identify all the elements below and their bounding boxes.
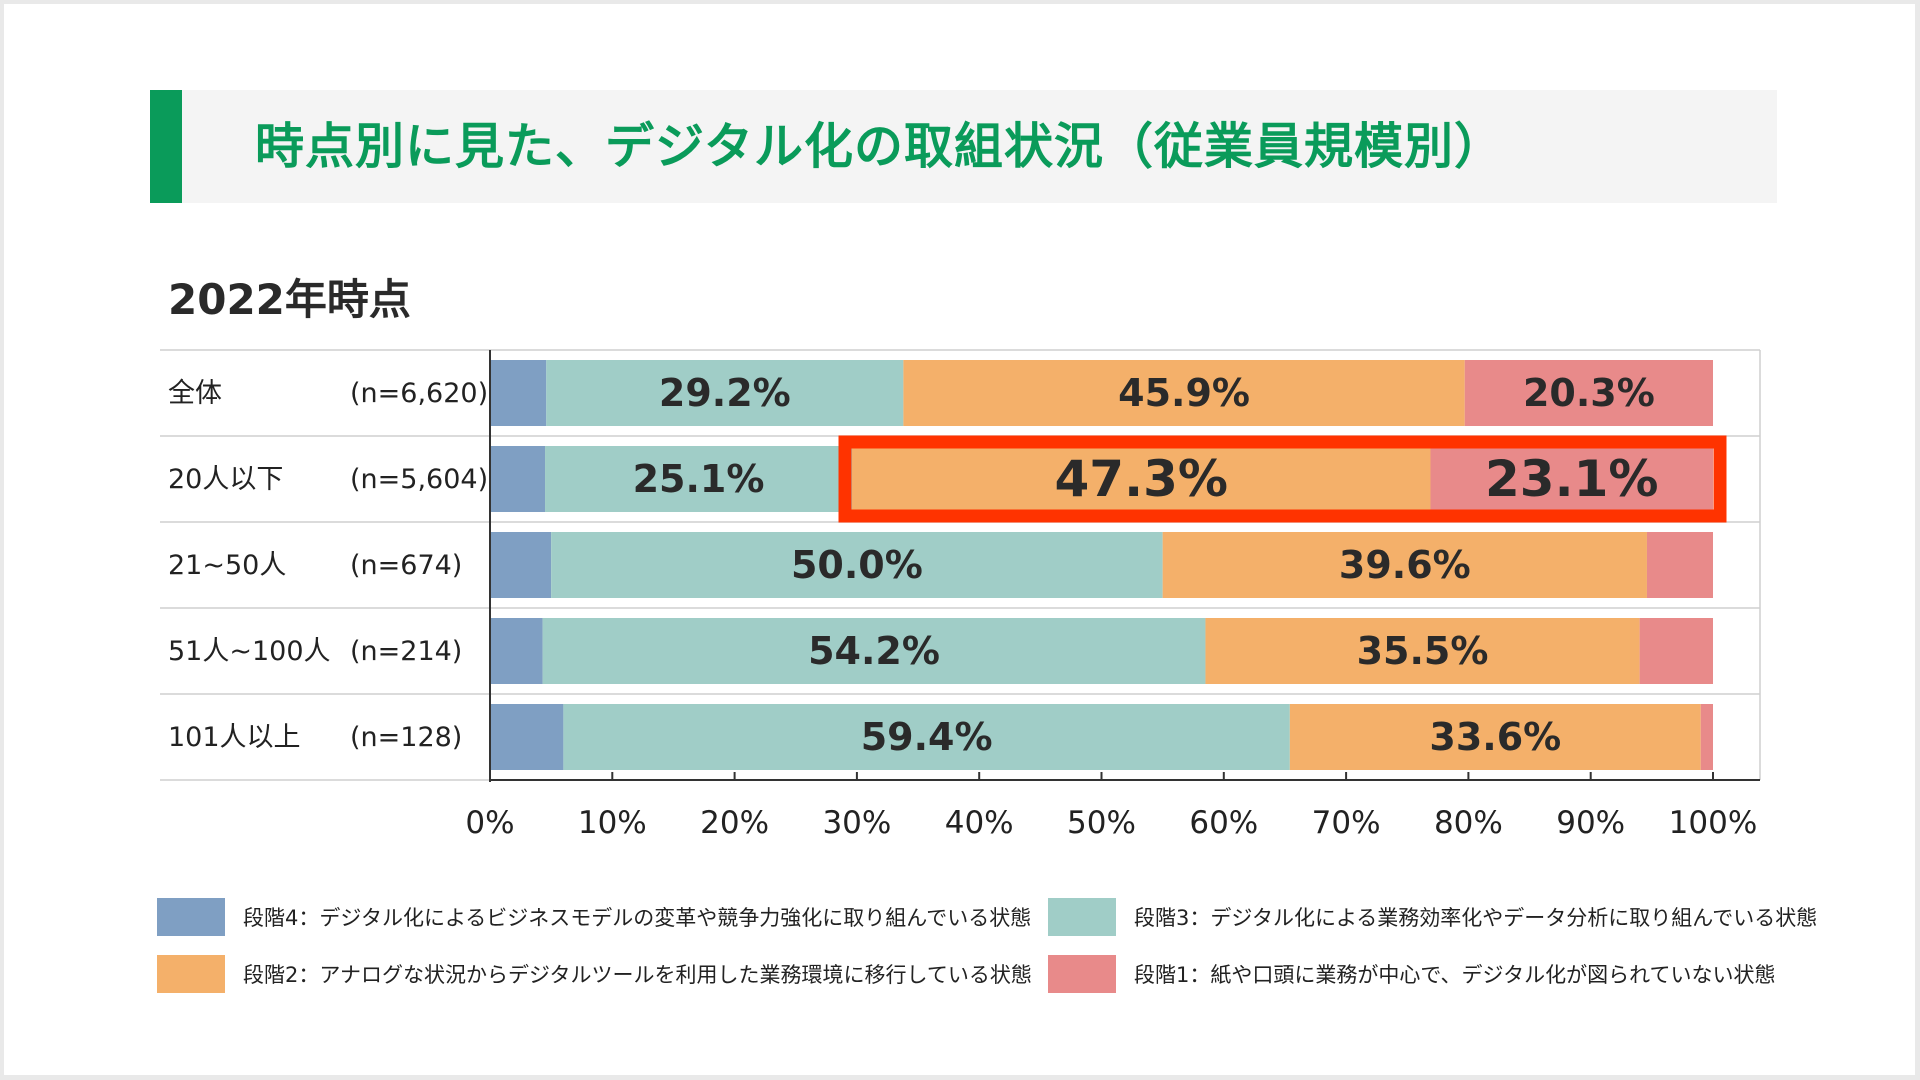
data-label: 39.6% [1339,543,1471,587]
legend-swatch-stage4 [157,898,225,936]
x-tick-label: 60% [1189,805,1258,841]
sample-size-label: (n=128) [350,722,462,753]
bar-segment [563,704,1290,770]
bar-segment [1289,704,1701,770]
x-tick-label: 10% [578,805,647,841]
chart-subtitle: 2022年時点 [168,275,411,324]
data-label: 35.5% [1357,629,1489,673]
bar-segment [852,446,1431,512]
title-accent-bar [150,90,182,203]
x-tick-label: 40% [945,805,1014,841]
legend-swatch-stage1 [1048,955,1116,993]
bar-segment [545,446,853,512]
legend-item-stage3: 段階3：デジタル化による業務効率化やデータ分析に取り組んでいる状態 [1048,897,1817,937]
bar-segment [1700,704,1713,770]
bar-segment [546,360,904,426]
x-tick-label: 100% [1669,805,1758,841]
bar-segment [1162,532,1647,598]
data-label: 23.1% [1485,450,1658,508]
data-label: 54.2% [808,629,940,673]
data-label: 25.1% [633,457,765,501]
sample-size-label: (n=6,620) [350,378,488,409]
category-label: 20人以下 [168,464,283,495]
legend-swatch-stage3 [1048,898,1116,936]
page-title: 時点別に見た、デジタル化の取組状況（従業員規模別） [255,118,1505,175]
x-tick-label: 20% [700,805,769,841]
bar-segment [1205,618,1640,684]
x-tick-label: 0% [465,805,514,841]
data-label: 20.3% [1523,371,1655,415]
bar-segment [1646,532,1713,598]
category-label: 51人~100人 [168,636,331,667]
category-label: 全体 [168,378,222,409]
data-label: 33.6% [1429,715,1561,759]
bar-segment [490,360,547,426]
bar-segment [551,532,1163,598]
data-label: 29.2% [659,371,791,415]
legend-item-stage2: 段階2：アナログな状況からデジタルツールを利用した業務環境に移行している状態 [157,954,1032,994]
bar-segment [1430,446,1713,512]
category-label: 21~50人 [168,550,286,581]
bar-segment [1639,618,1713,684]
data-label: 59.4% [861,715,993,759]
bar-segment [490,446,546,512]
x-tick-label: 50% [1067,805,1136,841]
bar-segment [903,360,1465,426]
sample-size-label: (n=5,604) [350,464,488,495]
bar-segment [490,618,543,684]
legend-label-stage3: 段階3：デジタル化による業務効率化やデータ分析に取り組んでいる状態 [1134,906,1818,930]
data-label: 45.9% [1118,371,1250,415]
bar-segment [1464,360,1713,426]
bar-segment [542,618,1206,684]
category-label: 101人以上 [168,722,301,753]
sample-size-label: (n=674) [350,550,462,581]
x-tick-label: 80% [1434,805,1503,841]
x-tick-label: 30% [822,805,891,841]
highlight-box [838,435,1727,523]
legend-label-stage2: 段階2：アナログな状況からデジタルツールを利用した業務環境に移行している状態 [243,963,1032,987]
legend-item-stage1: 段階1：紙や口頭に業務が中心で、デジタル化が図られていない状態 [1048,954,1775,994]
legend-swatch-stage2 [157,955,225,993]
bar-segment [490,532,552,598]
legend-item-stage4: 段階4：デジタル化によるビジネスモデルの変革や競争力強化に取り組んでいる状態 [157,897,1031,937]
x-tick-label: 90% [1556,805,1625,841]
sample-size-label: (n=214) [350,636,462,667]
data-label: 50.0% [791,543,923,587]
data-label: 47.3% [1055,450,1228,508]
legend-label-stage4: 段階4：デジタル化によるビジネスモデルの変革や競争力強化に取り組んでいる状態 [243,906,1032,930]
title-band [150,90,1777,203]
legend-label-stage1: 段階1：紙や口頭に業務が中心で、デジタル化が図られていない状態 [1134,963,1776,987]
bar-segment [490,704,564,770]
x-tick-label: 70% [1312,805,1381,841]
